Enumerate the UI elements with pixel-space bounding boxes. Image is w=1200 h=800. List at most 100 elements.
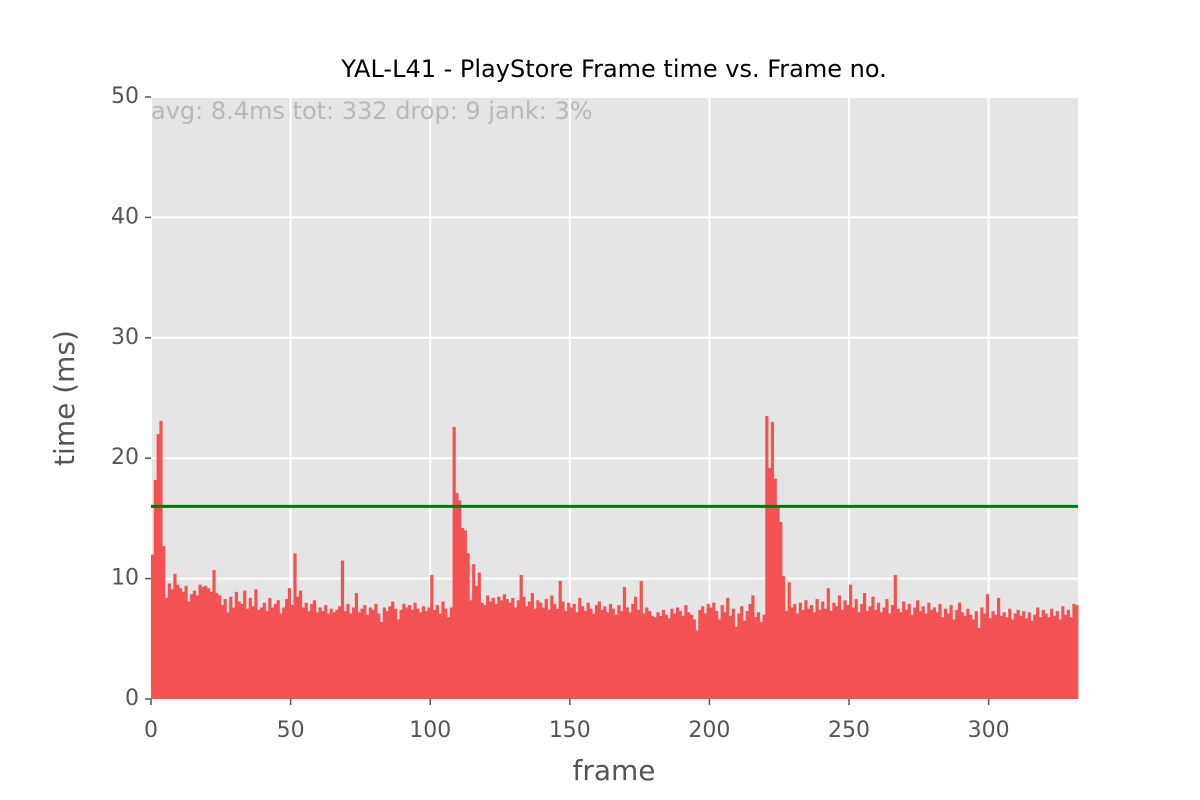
bar [271,607,275,699]
bar [846,605,850,699]
bar [167,583,171,699]
bar [673,613,677,699]
bar [787,582,791,699]
bar [832,602,836,699]
x-tick-label: 100 [409,718,451,743]
y-tick-label: 40 [111,204,139,229]
bar [882,607,886,699]
bar [497,596,501,699]
bar [885,599,889,699]
bar [611,608,615,699]
bar [402,603,406,699]
bar [245,608,250,699]
bar [815,599,819,699]
bar [860,603,864,699]
bar [932,607,936,699]
bar [198,584,202,699]
x-axis-label: frame [572,754,655,787]
bar [223,599,227,699]
bar [159,420,163,699]
bar [544,599,548,699]
bar [527,601,532,699]
bar [446,617,451,699]
bar [776,505,780,699]
bar [458,500,462,699]
bar [765,416,769,699]
bar [1066,609,1071,699]
bar [298,590,303,699]
bar [826,588,830,699]
bar [550,595,554,699]
bar [955,609,959,699]
bar [343,611,347,699]
bar [823,608,828,699]
bar [893,574,897,699]
bar [555,608,560,699]
bar [312,600,317,699]
bar [1052,615,1057,699]
bar [840,609,844,699]
bar [1072,603,1076,699]
bar [413,602,417,699]
bar [324,605,328,699]
bar [868,606,872,699]
bar [935,612,939,699]
bar [195,595,199,699]
bar [201,587,205,699]
bar [522,596,526,699]
bar [533,608,537,699]
y-tick-label: 10 [111,566,139,591]
bar [391,601,395,699]
bar [226,612,230,699]
bar [164,597,169,699]
bar [709,607,713,699]
bar [614,614,618,699]
bar [650,615,654,699]
bar [301,607,305,699]
bar [916,600,920,699]
bar [360,608,364,699]
bar [1024,618,1029,699]
bar [430,574,434,699]
bar [971,619,976,699]
bar [656,612,660,699]
bar [162,546,166,699]
bar [667,618,671,699]
bar [204,585,208,699]
bar [184,585,188,699]
bar [237,601,241,699]
bar [854,599,858,699]
bar [388,606,392,699]
bar [505,599,509,699]
bar [692,619,696,699]
bar [1033,614,1037,699]
bar [851,607,856,699]
bar [567,602,571,699]
bar [807,608,811,699]
bar [338,606,342,699]
bar [536,600,540,699]
bar [927,602,931,699]
bar [997,597,1001,699]
bar [793,603,797,699]
bar [999,615,1004,699]
bar [405,607,409,699]
bar [519,574,523,699]
bar [296,596,300,699]
bar [435,605,439,699]
bar [268,597,272,699]
bar [782,576,786,699]
bar [494,603,498,699]
bar [206,588,211,699]
bar [949,605,953,699]
bar [486,595,490,699]
bar [661,609,666,699]
bar [371,609,375,699]
bar [703,613,708,699]
bar [960,612,964,699]
bar [176,584,180,699]
bar [715,611,719,699]
bar [321,611,325,699]
bar [904,609,909,699]
bar [385,611,389,699]
